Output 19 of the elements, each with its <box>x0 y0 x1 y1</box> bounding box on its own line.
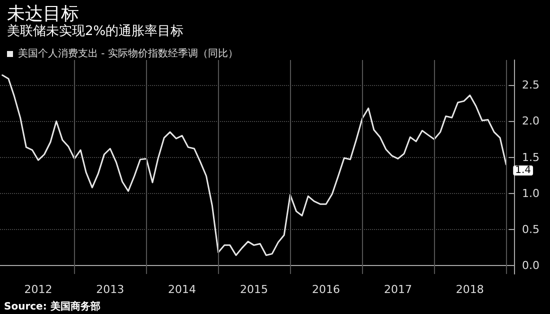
source-note: Source: 美国商务部 <box>4 300 100 312</box>
y-tick-label: 1.5 <box>522 150 540 164</box>
chart-subtitle: 美联储未实现2%的通胀率目标 <box>7 23 184 39</box>
x-tick-label: 2016 <box>312 283 340 296</box>
x-tick-label: 2014 <box>168 283 196 296</box>
y-tick-label: 0.5 <box>522 222 540 236</box>
chart-title: 未达目标 <box>7 4 79 24</box>
data-label: 1.4 <box>515 164 532 176</box>
y-tick-label: 2.0 <box>522 114 540 128</box>
y-tick-label: 1.0 <box>522 186 540 200</box>
y-tick-label: 0.0 <box>522 258 540 272</box>
legend-label: 美国个人消费支出 - 实际物价指数经季调（同比） <box>18 48 238 60</box>
x-tick-label: 2013 <box>96 283 124 296</box>
x-tick-label: 2017 <box>384 283 412 296</box>
line-series <box>2 74 507 256</box>
y-tick-label: 2.5 <box>522 78 540 92</box>
x-tick-label: 2012 <box>24 283 52 296</box>
x-tick-label: 2015 <box>240 283 268 296</box>
x-tick-label: 2018 <box>456 283 484 296</box>
